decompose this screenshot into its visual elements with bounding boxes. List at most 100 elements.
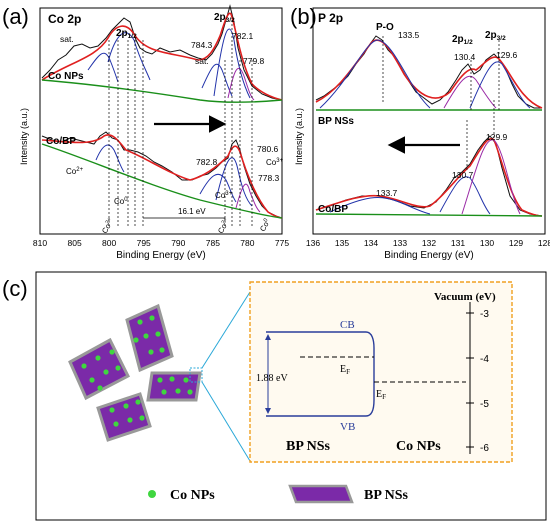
b-lower-spectrum xyxy=(315,135,543,217)
legend-dot-co xyxy=(148,490,156,498)
b-upper-peak-129-6 xyxy=(469,61,531,109)
b-upper-peak-130-4 xyxy=(443,75,497,109)
zoom-line-top xyxy=(201,291,251,369)
a-reference-lines xyxy=(108,20,253,226)
a-label-780-6: 780.6 xyxy=(257,144,279,154)
bp-sheet-4 xyxy=(96,392,152,442)
b-lower-peak-130-7 xyxy=(439,176,491,215)
a-label-co2-rot2: Co2+ xyxy=(216,217,232,235)
panel-b-frame xyxy=(312,7,546,235)
a-label-co3-lower: Co3+ xyxy=(215,191,233,200)
bp-sheet-3 xyxy=(146,371,202,402)
y-tick-4: -4 xyxy=(480,354,489,365)
b-xtick-136: 136 xyxy=(306,238,320,248)
a-upper-peak-779 xyxy=(227,68,255,101)
panel-b-ylabel: Intensity (a.u.) xyxy=(294,108,304,165)
a-upper-background-line xyxy=(41,79,283,104)
panel-b-element: P 2p xyxy=(318,11,343,25)
a-xtick-785: 785 xyxy=(206,238,220,248)
co-nps-label: Co NPs xyxy=(396,439,441,454)
b-label-129-6: 129.6 xyxy=(496,50,518,60)
a-upper-peak-784 xyxy=(201,63,233,97)
a-label-co2-mid: Co2+ xyxy=(66,167,84,176)
a-lower-spectrum xyxy=(41,131,283,219)
legend-bp-label: BP NSs xyxy=(364,488,409,503)
b-labels: P-O 133.5 2p1/2 2p3/2 130.4 129.6 BP NSs… xyxy=(318,22,518,215)
a-label-shift: 16.1 eV xyxy=(178,207,206,216)
b-label-2p32: 2p3/2 xyxy=(485,30,506,42)
b-lower-peak-133-7 xyxy=(329,197,431,215)
b-label-133-5: 133.5 xyxy=(398,30,420,40)
a-upper-peak-782 xyxy=(213,28,251,99)
a-label-co3-upper: Co3+ xyxy=(266,158,284,167)
energy-axis: Vacuum (eV) -3 -4 -5 -6 xyxy=(434,291,496,454)
vb-label: VB xyxy=(340,421,355,433)
a-lower-peak-778 xyxy=(235,183,261,213)
b-lower-background-line xyxy=(315,213,543,217)
a-upper-peak-2p12 xyxy=(107,32,151,81)
b-label-130-4: 130.4 xyxy=(454,52,476,62)
panel-a-element: Co 2p xyxy=(48,12,81,26)
a-label-2p12: 2p1/2 xyxy=(116,28,137,40)
a-upper-peak-sat1 xyxy=(87,52,119,83)
zoom-box xyxy=(189,367,203,383)
panel-b: (b) P 2p Intensity (a.u.) 136 135 134 13… xyxy=(290,4,550,261)
b-xtick-128: 128 xyxy=(538,238,550,248)
cb-label: CB xyxy=(340,319,355,331)
legend: Co NPs BP NSs xyxy=(148,484,409,504)
panel-c-frame xyxy=(35,271,547,521)
a-label-co2-rot: Co2+ xyxy=(100,217,116,235)
b-xtick-134: 134 xyxy=(364,238,378,248)
a-xtick-800: 800 xyxy=(102,238,116,248)
a-label-co0-mid: Co0 xyxy=(114,197,128,206)
a-label-784: 784.3 xyxy=(191,40,213,50)
b-xtick-133: 133 xyxy=(393,238,407,248)
a-label-sat2: sat. xyxy=(195,56,209,66)
a-lower-fit-line xyxy=(41,134,283,219)
a-xtick-810: 810 xyxy=(33,238,47,248)
b-lower-fit-line xyxy=(315,137,543,217)
zoom-line-bottom xyxy=(201,381,251,462)
a-label-sample-lower: Co/BP xyxy=(46,136,76,147)
ef-co-label: EF xyxy=(376,389,386,401)
b-xtick-131: 131 xyxy=(451,238,465,248)
b-label-po: P-O xyxy=(376,22,394,33)
bp-sheet-1 xyxy=(125,303,174,373)
a-label-sample-upper: Co NPs xyxy=(48,71,84,82)
b-xtick-129: 129 xyxy=(509,238,523,248)
panel-a-tag: (a) xyxy=(2,4,29,29)
panel-c-tag: (c) xyxy=(2,276,28,301)
a-lower-peak-782 xyxy=(199,173,237,203)
band-diagram-frame xyxy=(249,281,513,463)
a-upper-spectrum xyxy=(41,4,283,104)
a-xtick-805: 805 xyxy=(68,238,82,248)
a-lower-peak-780 xyxy=(215,157,253,207)
panel-a-frame xyxy=(39,7,283,235)
b-label-sample-lower: Co/BP xyxy=(318,204,348,215)
a-label-782-8: 782.8 xyxy=(196,157,218,167)
a-upper-fit-line xyxy=(41,12,283,101)
y-tick-6: -6 xyxy=(480,443,489,454)
b-label-133-7: 133.7 xyxy=(376,188,398,198)
a-label-sat1: sat. xyxy=(60,34,74,44)
ef-bp-label: EF xyxy=(340,364,350,376)
a-label-782: 782.1 xyxy=(232,31,254,41)
legend-co-label: Co NPs xyxy=(170,488,215,503)
panel-a-xlabel: Binding Energy (eV) xyxy=(116,250,206,261)
panel-b-xticks: 136 135 134 133 132 131 130 129 128 xyxy=(306,238,550,248)
panel-a-ylabel: Intensity (a.u.) xyxy=(19,108,29,165)
a-xtick-790: 790 xyxy=(171,238,185,248)
panel-c: (c) xyxy=(2,271,547,521)
vacuum-label: Vacuum (eV) xyxy=(434,291,496,303)
a-label-co0-rot: Co0 xyxy=(258,218,272,233)
a-lower-peak-a xyxy=(95,144,125,173)
band-edges xyxy=(266,331,375,417)
panel-a: (a) Co 2p Intensity (a.u.) 810 805 800 7… xyxy=(2,4,289,261)
gap-label: 1.88 eV xyxy=(256,373,288,384)
a-label-779: 779.8 xyxy=(243,56,265,66)
y-tick-3: -3 xyxy=(480,309,489,320)
a-lower-background-line xyxy=(41,143,283,219)
a-xtick-795: 795 xyxy=(137,238,151,248)
a-lower-raw-line xyxy=(41,131,283,219)
